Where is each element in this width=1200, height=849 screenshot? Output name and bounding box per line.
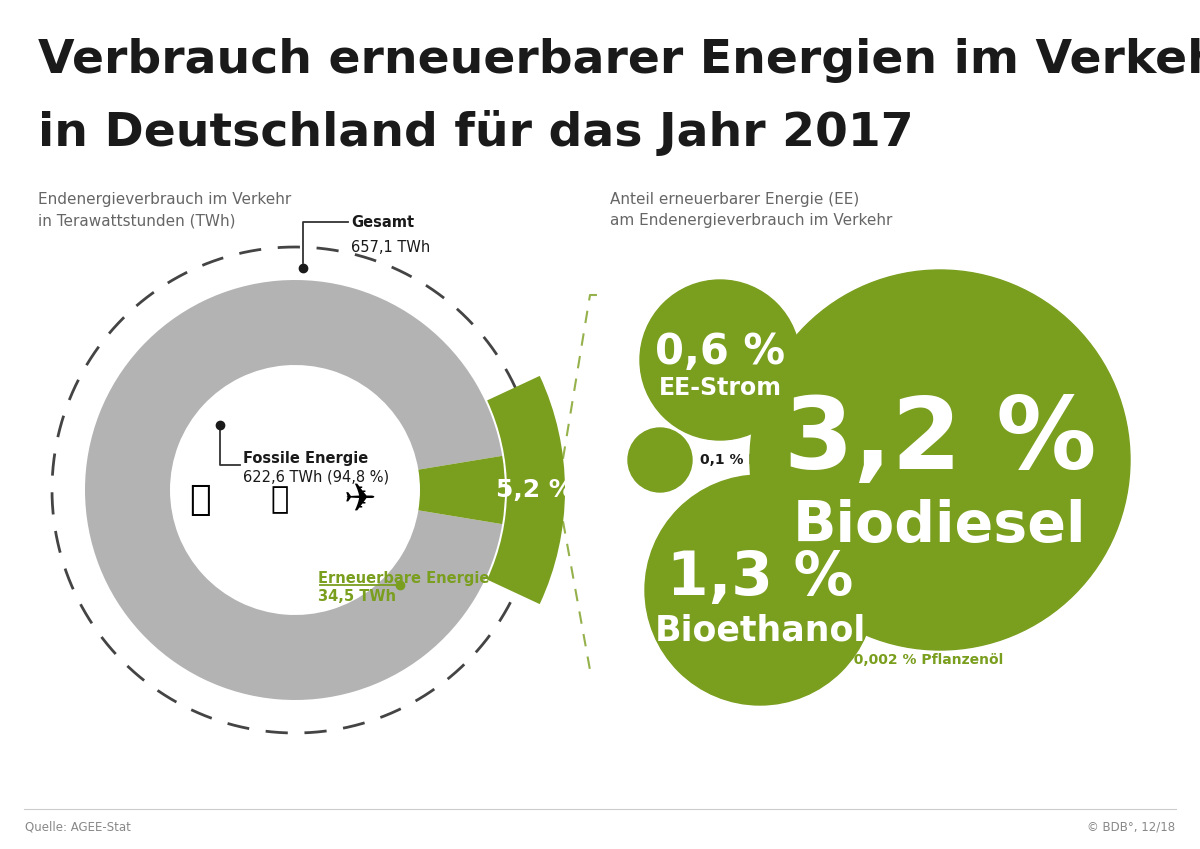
Wedge shape bbox=[85, 280, 503, 700]
Text: in Deutschland für das Jahr 2017: in Deutschland für das Jahr 2017 bbox=[38, 110, 913, 156]
Text: Endenergieverbrauch im Verkehr
in Terawattstunden (TWh): Endenergieverbrauch im Verkehr in Terawa… bbox=[38, 192, 292, 228]
Text: EE-Strom: EE-Strom bbox=[659, 376, 781, 400]
Text: 🚛: 🚛 bbox=[190, 483, 211, 517]
Text: Erneuerbare Energie: Erneuerbare Energie bbox=[318, 571, 490, 586]
Wedge shape bbox=[419, 456, 505, 524]
Text: Bioethanol: Bioethanol bbox=[654, 613, 865, 647]
Text: 622,6 TWh (94,8 %): 622,6 TWh (94,8 %) bbox=[242, 469, 389, 484]
Text: Verbrauch erneuerbarer Energien im Verkehr: Verbrauch erneuerbarer Energien im Verke… bbox=[38, 38, 1200, 83]
Text: 1,3 %: 1,3 % bbox=[667, 549, 853, 608]
Text: ✈: ✈ bbox=[343, 481, 377, 519]
Text: 5,2 %: 5,2 % bbox=[496, 478, 574, 502]
Text: Quelle: AGEE-Stat: Quelle: AGEE-Stat bbox=[25, 820, 131, 834]
Text: 0,6 %: 0,6 % bbox=[655, 331, 785, 373]
Text: 0,1 % Biomethan: 0,1 % Biomethan bbox=[700, 453, 833, 467]
Text: Biodiesel: Biodiesel bbox=[793, 499, 1087, 554]
Text: 🚗: 🚗 bbox=[271, 486, 289, 514]
Wedge shape bbox=[487, 376, 565, 604]
Circle shape bbox=[750, 270, 1130, 650]
Text: 3,2 %: 3,2 % bbox=[784, 392, 1096, 490]
Circle shape bbox=[646, 475, 875, 705]
Text: Anteil erneuerbarer Energie (EE)
am Endenergieverbrauch im Verkehr: Anteil erneuerbarer Energie (EE) am Ende… bbox=[610, 192, 893, 228]
Text: © BDB°, 12/18: © BDB°, 12/18 bbox=[1087, 820, 1175, 834]
Text: Gesamt: Gesamt bbox=[352, 215, 414, 229]
Text: • 0,002 % Pflanzenöl: • 0,002 % Pflanzenöl bbox=[840, 653, 1003, 667]
Text: Fossile Energie: Fossile Energie bbox=[242, 451, 368, 466]
Text: 34,5 TWh: 34,5 TWh bbox=[318, 589, 396, 604]
Circle shape bbox=[628, 428, 692, 492]
Circle shape bbox=[640, 280, 800, 440]
Text: 657,1 TWh: 657,1 TWh bbox=[352, 240, 431, 255]
